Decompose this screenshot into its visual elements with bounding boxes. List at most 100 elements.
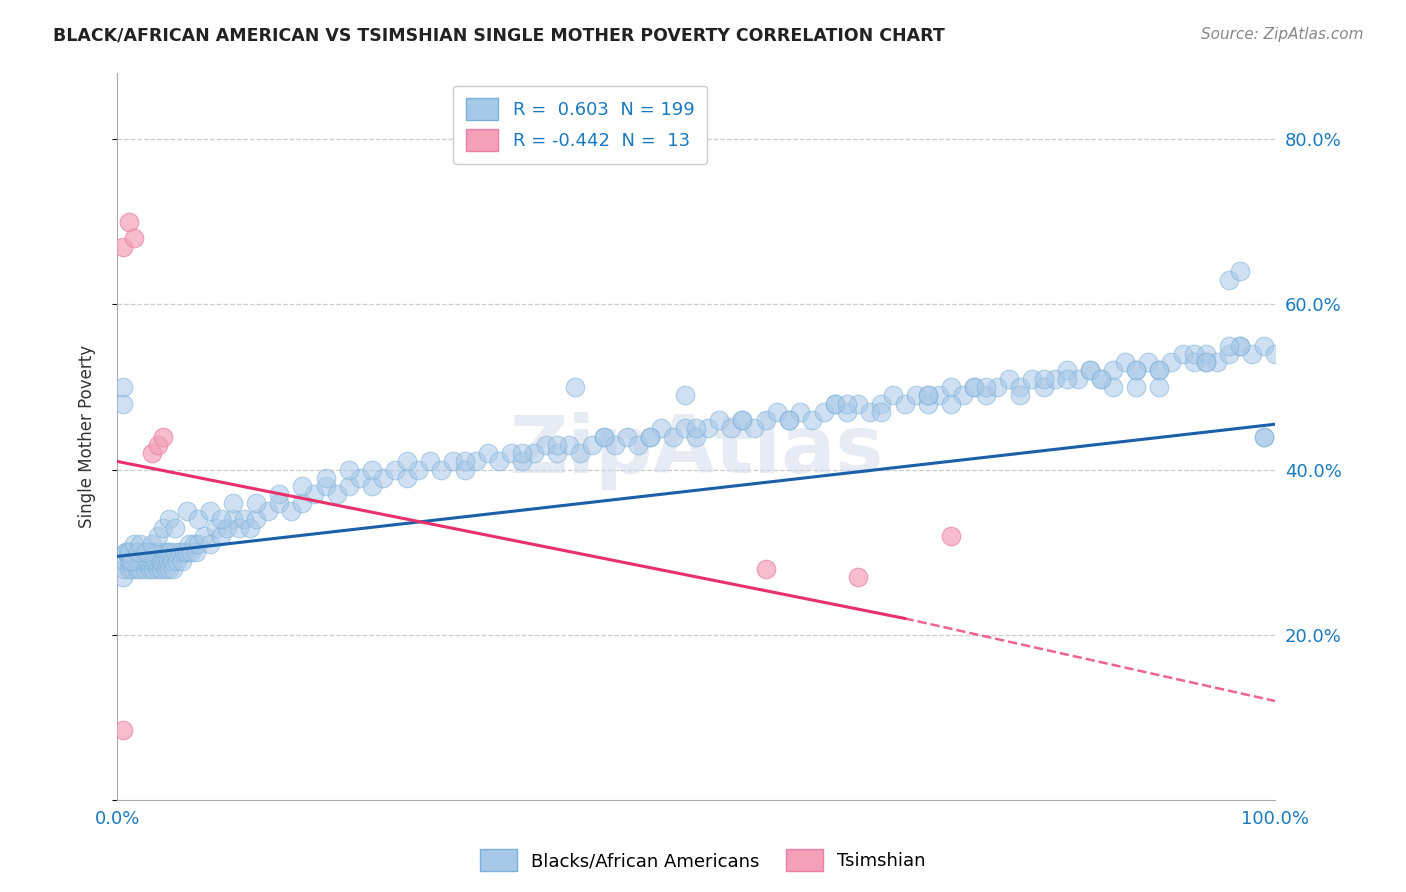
- Point: [1149, 363, 1171, 377]
- Point: [986, 380, 1008, 394]
- Point: [112, 562, 135, 576]
- Point: [1102, 380, 1125, 394]
- Point: [395, 471, 418, 485]
- Point: [499, 446, 522, 460]
- Point: [1125, 380, 1147, 394]
- Legend: Blacks/African Americans, Tsimshian: Blacks/African Americans, Tsimshian: [474, 842, 932, 879]
- Point: [162, 562, 184, 576]
- Point: [1067, 372, 1090, 386]
- Point: [673, 421, 696, 435]
- Point: [1090, 372, 1112, 386]
- Point: [406, 463, 429, 477]
- Point: [685, 429, 707, 443]
- Point: [1078, 363, 1101, 377]
- Point: [731, 413, 754, 427]
- Y-axis label: Single Mother Poverty: Single Mother Poverty: [79, 345, 96, 528]
- Point: [315, 479, 337, 493]
- Point: [917, 388, 939, 402]
- Point: [813, 405, 835, 419]
- Point: [146, 438, 169, 452]
- Point: [132, 553, 155, 567]
- Point: [766, 405, 789, 419]
- Point: [569, 446, 592, 460]
- Point: [256, 504, 278, 518]
- Point: [685, 421, 707, 435]
- Point: [603, 438, 626, 452]
- Point: [129, 537, 152, 551]
- Point: [709, 413, 731, 427]
- Point: [1229, 264, 1251, 278]
- Point: [882, 388, 904, 402]
- Point: [157, 512, 180, 526]
- Point: [534, 438, 557, 452]
- Point: [169, 545, 191, 559]
- Point: [315, 471, 337, 485]
- Point: [170, 553, 193, 567]
- Point: [127, 545, 149, 559]
- Point: [1010, 388, 1032, 402]
- Point: [998, 372, 1021, 386]
- Point: [134, 562, 156, 576]
- Point: [430, 463, 453, 477]
- Point: [115, 545, 138, 559]
- Point: [952, 388, 974, 402]
- Point: [939, 380, 962, 394]
- Point: [939, 396, 962, 410]
- Point: [974, 388, 997, 402]
- Point: [146, 562, 169, 576]
- Point: [870, 405, 893, 419]
- Point: [183, 537, 205, 551]
- Point: [778, 413, 800, 427]
- Point: [150, 553, 173, 567]
- Point: [835, 396, 858, 410]
- Point: [209, 529, 232, 543]
- Point: [139, 545, 162, 559]
- Point: [302, 487, 325, 501]
- Point: [742, 421, 765, 435]
- Point: [846, 570, 869, 584]
- Point: [173, 545, 195, 559]
- Point: [558, 438, 581, 452]
- Point: [176, 545, 198, 559]
- Point: [731, 413, 754, 427]
- Point: [122, 553, 145, 567]
- Point: [337, 479, 360, 493]
- Point: [118, 553, 141, 567]
- Point: [384, 463, 406, 477]
- Point: [905, 388, 928, 402]
- Point: [1264, 347, 1286, 361]
- Point: [1253, 429, 1275, 443]
- Point: [846, 396, 869, 410]
- Point: [1160, 355, 1182, 369]
- Point: [209, 512, 232, 526]
- Text: Source: ZipAtlas.com: Source: ZipAtlas.com: [1201, 27, 1364, 42]
- Point: [124, 231, 146, 245]
- Point: [928, 388, 950, 402]
- Point: [245, 496, 267, 510]
- Point: [650, 421, 672, 435]
- Point: [1195, 355, 1218, 369]
- Point: [453, 463, 475, 477]
- Point: [155, 562, 177, 576]
- Point: [963, 380, 986, 394]
- Point: [291, 496, 314, 510]
- Point: [184, 545, 207, 559]
- Point: [269, 496, 291, 510]
- Point: [187, 537, 209, 551]
- Point: [111, 570, 134, 584]
- Point: [118, 215, 141, 229]
- Point: [245, 512, 267, 526]
- Point: [138, 553, 160, 567]
- Point: [145, 553, 167, 567]
- Point: [117, 545, 139, 559]
- Point: [1010, 380, 1032, 394]
- Point: [1195, 347, 1218, 361]
- Point: [127, 545, 149, 559]
- Point: [111, 396, 134, 410]
- Point: [893, 396, 915, 410]
- Point: [1114, 355, 1136, 369]
- Point: [187, 512, 209, 526]
- Point: [1195, 355, 1218, 369]
- Point: [1043, 372, 1066, 386]
- Point: [121, 562, 143, 576]
